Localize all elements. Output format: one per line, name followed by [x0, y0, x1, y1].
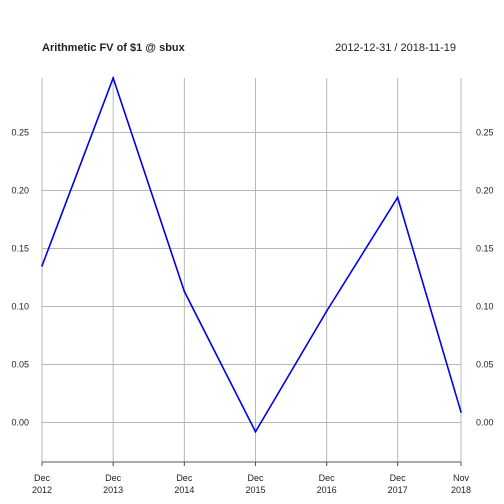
x-tick-label-month: Nov: [453, 473, 470, 483]
x-tick-label-year: 2013: [103, 485, 123, 495]
x-tick-label-month: Dec: [319, 473, 336, 483]
data-point: [183, 290, 186, 293]
y-tick-label-left: 0.10: [11, 301, 29, 311]
axes: 0.00 0.00 0.05 0.05 0.10 0.10 0.15 0.15 0.20 0.20…: [11, 128, 493, 495]
y-tick-label-right: 0.25: [476, 128, 494, 138]
data-point: [460, 411, 462, 413]
x-tick-label-month: Dec: [105, 473, 122, 483]
data-point: [325, 310, 328, 313]
y-tick-label-right: 0.10: [476, 301, 494, 311]
y-tick-label-left: 0.20: [11, 186, 29, 196]
data-point: [112, 77, 115, 79]
grid: [41, 78, 462, 466]
series-line: [41, 75, 462, 434]
y-tick-label-left: 0.00: [11, 417, 29, 427]
y-tick-label-right: 0.00: [476, 417, 494, 427]
x-tick-label-year: 2018: [451, 485, 471, 495]
x-tick-label-month: Dec: [247, 473, 264, 483]
data-point: [254, 430, 257, 433]
y-tick-label-right: 0.15: [476, 244, 494, 254]
y-tick-label-left: 0.15: [11, 244, 29, 254]
y-tick-label-right: 0.05: [476, 359, 494, 369]
chart-title: Arithmetic FV of $1 @ sbux: [42, 42, 186, 54]
y-tick-label-left: 0.25: [11, 128, 29, 138]
x-tick-label-year: 2014: [174, 485, 194, 495]
x-tick-label-month: Dec: [176, 473, 193, 483]
date-range: 2012-12-31 / 2018-11-19: [335, 42, 456, 54]
x-tick-label-year: 2015: [245, 485, 265, 495]
series-group: [41, 75, 462, 434]
x-tick-label-year: 2012: [32, 485, 52, 495]
data-point: [41, 264, 43, 267]
y-tick-label-left: 0.05: [11, 359, 29, 369]
data-point: [396, 196, 399, 199]
x-tick-label-year: 2016: [317, 485, 337, 495]
x-tick-label-month: Dec: [390, 473, 407, 483]
y-tick-label-right: 0.20: [476, 186, 494, 196]
x-tick-label-year: 2017: [388, 485, 408, 495]
x-tick-label-month: Dec: [34, 473, 51, 483]
